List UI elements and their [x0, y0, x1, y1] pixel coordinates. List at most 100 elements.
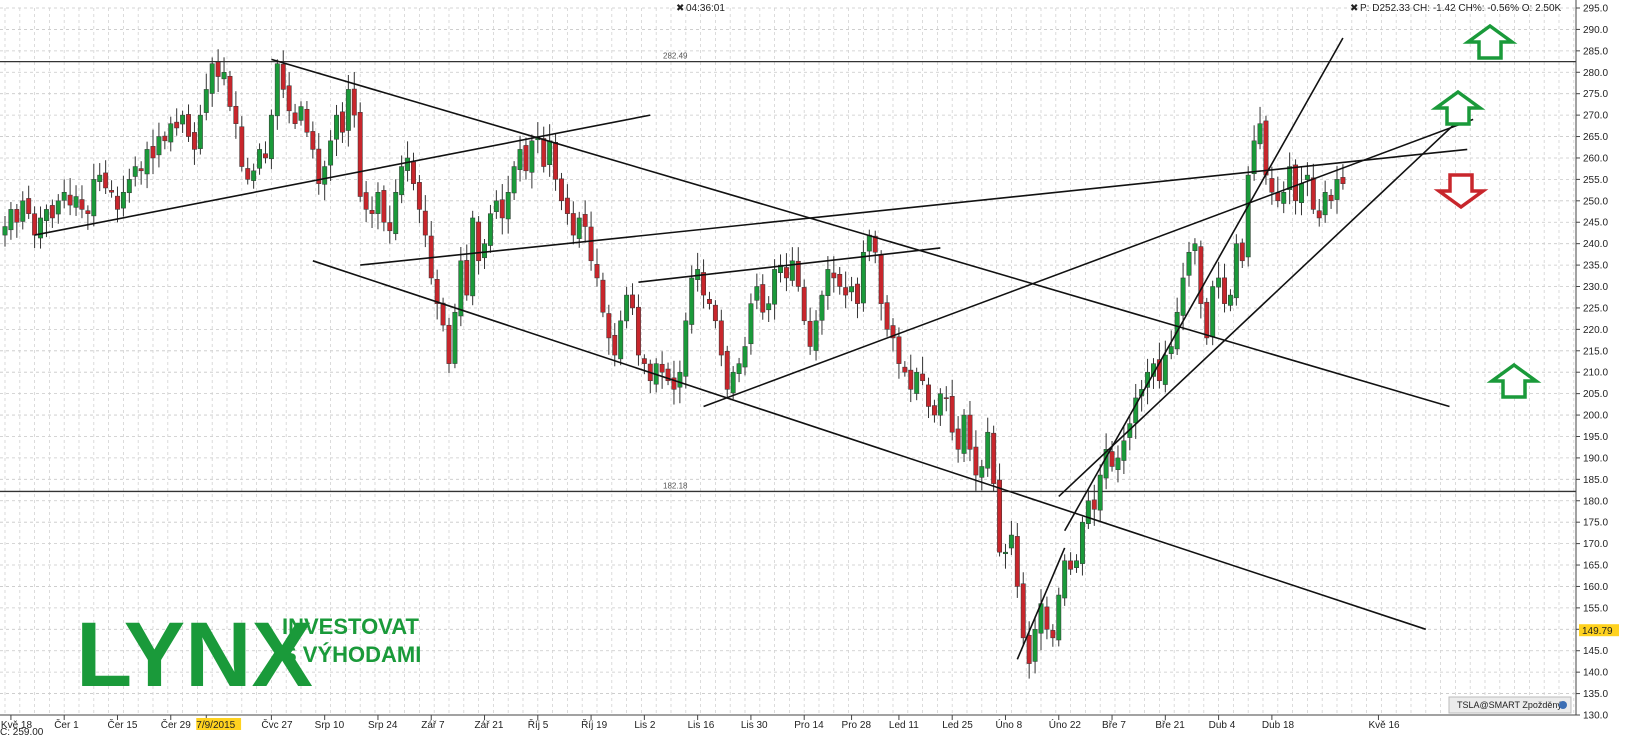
candle-body — [1293, 164, 1299, 202]
candle-body — [778, 264, 783, 273]
y-tick-label: 185.0 — [1583, 475, 1608, 486]
candle-body — [26, 198, 32, 214]
candle-body — [1068, 560, 1074, 570]
y-tick-label: 260.0 — [1583, 153, 1608, 164]
candle-body — [268, 114, 274, 160]
candle-body — [233, 105, 239, 124]
clock-close-icon[interactable]: ✖ — [676, 3, 684, 14]
candle-body — [1334, 179, 1340, 200]
symbol-badge[interactable] — [1448, 696, 1572, 714]
x-tick-label: Dub 4 — [1209, 720, 1236, 731]
candle-body — [174, 121, 180, 129]
candle-body — [937, 393, 943, 416]
up-arrow-icon — [1462, 23, 1518, 60]
candle-body — [878, 254, 884, 304]
candle-body — [446, 324, 452, 364]
candle-body — [1316, 210, 1322, 219]
quote-close-icon[interactable]: ✖ — [1350, 3, 1358, 14]
candle-body — [91, 179, 97, 217]
candle-body — [961, 414, 967, 454]
trendline — [638, 247, 941, 284]
candle-body — [523, 145, 529, 172]
candle-body — [1032, 629, 1038, 662]
y-tick-label: 290.0 — [1583, 25, 1608, 36]
candle-body — [186, 114, 191, 137]
x-tick-label: Čer 1 — [54, 718, 79, 731]
candle-body — [1097, 474, 1103, 511]
candle-body — [1109, 451, 1115, 467]
candle-body — [464, 260, 470, 296]
candle-body — [701, 272, 707, 296]
candle-body — [1020, 583, 1026, 639]
candle-body — [316, 148, 322, 184]
candle-body — [783, 267, 789, 279]
candle-body — [215, 61, 221, 77]
candle-body — [973, 446, 979, 476]
candle-body — [511, 166, 517, 194]
candle-body — [624, 294, 630, 322]
candle-body — [387, 222, 393, 232]
candle-body — [1091, 499, 1097, 510]
candle-body — [61, 191, 67, 201]
candle-body — [49, 205, 55, 219]
candle-body — [1180, 277, 1186, 316]
candle-body — [363, 192, 369, 210]
candle-body — [168, 123, 174, 143]
candle-body — [1304, 174, 1310, 180]
candle-body — [138, 168, 144, 172]
candle-body — [1056, 594, 1062, 641]
logo-tagline-1: INVESTOVAT — [282, 614, 419, 639]
candle-body — [801, 287, 807, 322]
candle-body — [274, 63, 280, 117]
y-tick-label: 255.0 — [1583, 175, 1608, 186]
candle-body — [730, 371, 736, 394]
y-tick-label: 180.0 — [1583, 496, 1608, 507]
x-tick-label: Říj 5 — [528, 718, 549, 731]
candle-body — [416, 182, 422, 210]
candle-body — [375, 191, 381, 214]
candle-body — [979, 466, 985, 478]
y-tick-label: 250.0 — [1583, 196, 1608, 207]
up-arrow-icon — [1430, 89, 1486, 126]
candle-body — [612, 334, 618, 356]
candle-body — [103, 172, 109, 189]
quote-readout: P: D252.33 CH: -1.42 CH%: -0.56% O: 2.50… — [1360, 3, 1562, 14]
candle-body — [665, 368, 671, 382]
candle-body — [1168, 346, 1174, 354]
candle-body — [399, 166, 405, 196]
y-tick-label: 140.0 — [1583, 668, 1608, 679]
candle-body — [85, 210, 91, 214]
candle-body — [559, 178, 564, 202]
trendline — [34, 114, 651, 236]
y-tick-label: 240.0 — [1583, 239, 1608, 250]
candle-body — [1251, 140, 1257, 175]
candle-body — [1222, 277, 1227, 304]
candle-body — [949, 396, 955, 433]
candle-body — [493, 200, 499, 212]
x-tick-label: Dub 18 — [1262, 720, 1295, 731]
candle-body — [310, 131, 316, 150]
candle-body — [843, 287, 849, 296]
candle-body — [150, 146, 156, 159]
candle-body — [600, 279, 606, 313]
candle-body — [55, 200, 61, 215]
candle-body — [1269, 178, 1275, 193]
candle-body — [1257, 123, 1263, 145]
candle-body — [286, 85, 292, 112]
candle-body — [819, 294, 825, 321]
candle-body — [1239, 242, 1245, 262]
candle-body — [43, 209, 49, 221]
clock-readout: 04:36:01 — [686, 3, 725, 14]
candle-body — [1014, 536, 1020, 587]
level-label: 282.49 — [663, 52, 688, 61]
trendline — [1063, 37, 1344, 532]
candle-body — [1263, 120, 1269, 176]
candle-body — [79, 199, 85, 210]
logo-tagline-2: S VÝHODAMI — [282, 642, 421, 667]
y-tick-label: 275.0 — [1583, 89, 1608, 100]
candle-body — [1299, 183, 1304, 203]
candle-body — [671, 377, 677, 390]
x-tick-label: Úno 22 — [1049, 718, 1082, 731]
x-tick-label: Bře 21 — [1155, 720, 1185, 731]
